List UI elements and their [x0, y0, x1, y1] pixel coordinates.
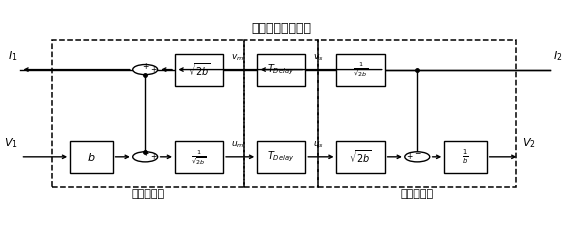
FancyBboxPatch shape [175, 141, 223, 173]
Text: $V_1$: $V_1$ [4, 136, 18, 150]
FancyBboxPatch shape [257, 141, 305, 173]
Text: $\sqrt{2b}$: $\sqrt{2b}$ [349, 149, 372, 165]
Text: +: + [407, 152, 413, 161]
FancyBboxPatch shape [336, 54, 385, 86]
Text: $\sqrt{2b}$: $\sqrt{2b}$ [188, 61, 211, 78]
Text: 时延补偿通信通道: 时延补偿通信通道 [251, 22, 311, 35]
Text: $V_2$: $V_2$ [522, 136, 536, 150]
Text: $u_s$: $u_s$ [312, 140, 324, 150]
Text: $T_{Delay}$: $T_{Delay}$ [267, 150, 295, 164]
Text: +: + [150, 152, 156, 161]
Text: $\frac{1}{b}$: $\frac{1}{b}$ [463, 148, 469, 166]
Text: $b$: $b$ [87, 151, 95, 163]
FancyBboxPatch shape [336, 141, 385, 173]
Text: $v_s$: $v_s$ [313, 52, 323, 63]
Text: +: + [150, 65, 156, 74]
FancyBboxPatch shape [444, 141, 486, 173]
FancyBboxPatch shape [175, 54, 223, 86]
FancyBboxPatch shape [70, 141, 112, 173]
Circle shape [132, 152, 158, 162]
Text: $T_{Delay}$: $T_{Delay}$ [267, 62, 295, 77]
Text: $I_1$: $I_1$ [8, 49, 18, 63]
Text: $\frac{1}{\sqrt{2b}}$: $\frac{1}{\sqrt{2b}}$ [191, 148, 207, 166]
Text: −: − [414, 149, 420, 158]
FancyBboxPatch shape [257, 54, 305, 86]
Circle shape [132, 64, 158, 75]
Text: 修正波叔换: 修正波叔换 [401, 189, 434, 199]
Circle shape [405, 152, 430, 162]
Text: $v_m$: $v_m$ [231, 52, 244, 63]
Text: 修正波变换: 修正波变换 [131, 189, 164, 199]
Text: $I_2$: $I_2$ [553, 49, 563, 63]
Text: $u_m$: $u_m$ [231, 140, 244, 150]
Text: $\frac{1}{\sqrt{2b}}$: $\frac{1}{\sqrt{2b}}$ [353, 61, 368, 78]
Text: +: + [142, 62, 148, 71]
Text: +: + [142, 149, 148, 158]
